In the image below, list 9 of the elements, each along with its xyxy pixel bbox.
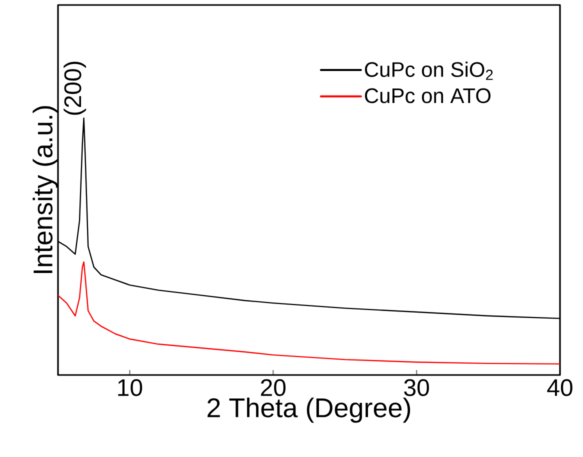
- x-tick-label: 10: [118, 379, 142, 396]
- annotation: (200): [64, 62, 86, 115]
- legend-label: CuPc on ATO: [364, 88, 490, 104]
- y-axis-title: Intensity (a.u.): [32, 106, 58, 274]
- x-tick-label: 30: [404, 379, 429, 396]
- x-tick-label: 20: [261, 379, 286, 396]
- x-axis-title: 2 Theta (Degree): [208, 398, 410, 423]
- legend-label: CuPc on SiO$_{2}$: [364, 62, 493, 80]
- x-tick-label: 40: [547, 379, 572, 396]
